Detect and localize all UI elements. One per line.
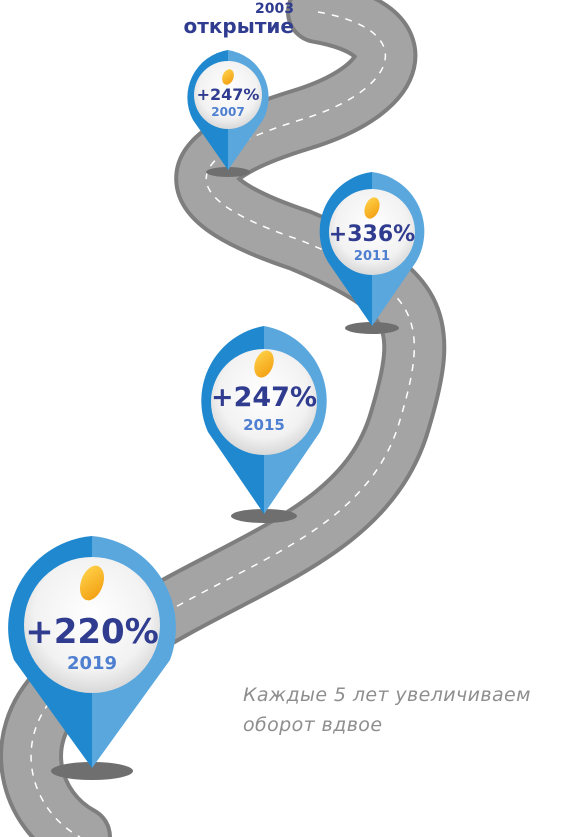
coin-icon [222,69,234,85]
growth-note: Каждые 5 лет увеличиваем оборот вдвое [243,684,531,736]
coin-icon [254,350,274,378]
pin-shadow [51,762,133,780]
milestone-year: 2011 [353,249,391,264]
milestone-pin-2015 [201,326,327,523]
milestone-label-2007: +247% 2007 [188,86,268,120]
milestone-label-2011: +336% 2011 [322,222,422,266]
milestone-label-2019: +220% 2019 [12,612,172,676]
milestone-year: 2019 [66,653,118,674]
milestone-year: 2015 [243,416,285,434]
start-label: 2003 открытие [0,0,567,40]
milestone-percent: +247% [210,382,318,413]
milestone-label-2015: +247% 2015 [204,382,324,436]
milestone-pin-2019 [8,536,176,780]
start-year: 2003 [255,1,294,17]
pin-shadow [206,167,250,177]
pin-inner-circle [24,557,160,693]
coin-icon [79,565,105,601]
road-center-line [30,11,416,837]
pin-shadow [345,322,399,334]
coin-icon [364,197,380,219]
milestone-pin-2011 [319,172,425,334]
pin-shadow [231,509,297,523]
milestone-pin-2007 [187,50,269,177]
milestone-percent: +247% [196,85,260,104]
pin-inner-circle [194,61,262,129]
milestone-percent: +220% [25,612,159,652]
milestone-percent: +336% [328,222,416,247]
milestone-year: 2007 [211,105,245,119]
pin-inner-circle [329,189,415,275]
start-title: открытие [183,14,294,38]
pin-inner-circle [211,349,317,455]
